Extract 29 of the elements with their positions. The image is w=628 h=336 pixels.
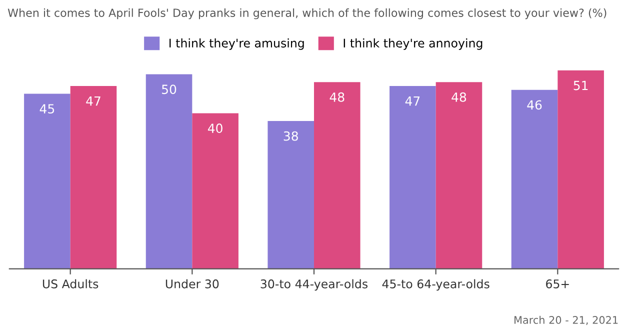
bar	[511, 90, 558, 269]
data-label: 50	[162, 84, 176, 94]
data-label: 47	[405, 96, 420, 106]
bar	[24, 94, 70, 269]
data-label: 46	[527, 100, 542, 110]
data-label: 48	[330, 92, 344, 102]
data-label: 40	[208, 124, 222, 133]
bar	[70, 86, 117, 269]
bar	[268, 120, 314, 269]
legend-label: I think they're amusing	[170, 38, 304, 50]
data-label: 38	[284, 131, 298, 141]
data-label: 51	[574, 80, 588, 90]
legend-label: I think they're annoying	[344, 38, 482, 50]
chart-title: When it comes to April Fools' Day pranks in general, which of the following comes closest to your view? (%)	[8, 8, 606, 20]
data-label: 45	[40, 104, 54, 114]
x-tick-label: 45-to 64-year-olds	[382, 279, 490, 291]
data-label: 48	[452, 92, 466, 102]
bar	[192, 113, 238, 269]
bar	[146, 74, 192, 269]
text: March 20 - 21, 2021	[514, 316, 618, 325]
data-label: 47	[86, 96, 100, 106]
x-tick-label: US Adults	[42, 279, 98, 288]
bar	[390, 86, 436, 269]
bar	[436, 82, 482, 269]
x-tick-label: Under 30	[166, 279, 219, 288]
bar	[558, 70, 604, 269]
bar	[314, 82, 360, 269]
x-tick-label: 65+	[546, 279, 569, 288]
x-tick-label: 30-to 44-year-olds	[260, 279, 368, 291]
